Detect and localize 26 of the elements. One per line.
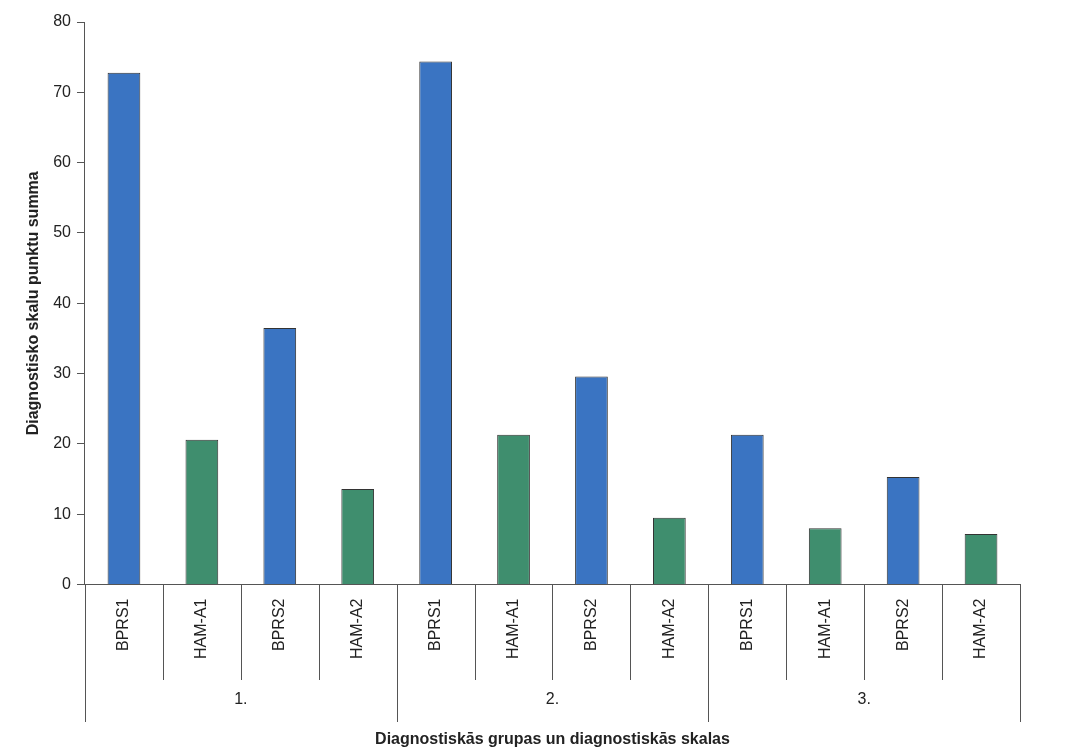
x-tick-label: HAM-A1 [815, 598, 833, 659]
x-tick-label: BPRS2 [581, 598, 599, 652]
x-tick-label: BPRS1 [737, 598, 755, 652]
x-tick-label: HAM-A2 [348, 598, 366, 659]
y-tick-label: 50 [53, 223, 72, 241]
y-tick-label: 60 [53, 153, 72, 171]
text: 2. [545, 689, 560, 707]
y-tick-label: 20 [53, 434, 72, 452]
y-tick-label: 0 [62, 574, 72, 592]
x-tick-label: HAM-A1 [503, 598, 521, 659]
x-tick-label: BPRS2 [270, 598, 288, 652]
x-tick-label: HAM-A2 [971, 598, 989, 659]
y-axis-title: Diagnostisko skalu punktu summa [24, 171, 42, 436]
x-tick-label: BPRS2 [893, 598, 911, 652]
x-tick-label: HAM-A2 [659, 598, 677, 659]
x-tick-label: BPRS1 [426, 598, 444, 652]
y-tick-label: 30 [53, 364, 72, 381]
x-axis-title: Diagnostiskās grupas un diagnostiskās skalas [375, 729, 730, 747]
y-tick-label: 10 [53, 504, 72, 522]
x-tick-label: HAM-A1 [192, 598, 210, 659]
y-tick-label: 40 [53, 293, 72, 311]
text: 1. [234, 689, 248, 707]
y-tick-label: 80 [53, 12, 72, 30]
x-tick-label: BPRS1 [114, 598, 132, 652]
y-tick-label: 70 [53, 82, 72, 100]
text: 3. [857, 689, 871, 707]
